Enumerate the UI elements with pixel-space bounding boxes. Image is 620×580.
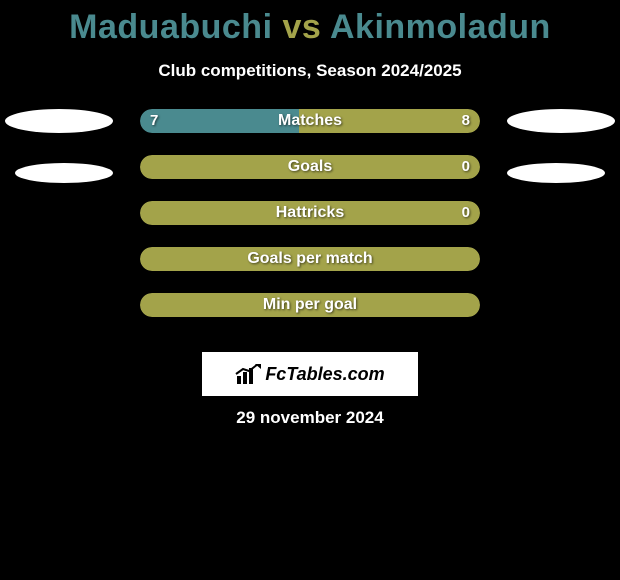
bar-right-value: 8 [462,109,470,133]
page-title: Maduabuchi vs Akinmoladun [0,0,620,47]
bar-label: Goals [140,155,480,179]
bar-row-hattricks: Hattricks 0 [140,201,480,225]
bar-label: Matches [140,109,480,133]
bar-label: Goals per match [140,247,480,271]
logo-box: FcTables.com [202,352,418,396]
bar-row-goals: Goals 0 [140,155,480,179]
player2-avatar-top [507,109,615,133]
bar-row-goals-per-match: Goals per match [140,247,480,271]
chart-icon [235,364,261,384]
bar-right-value: 0 [462,201,470,225]
comparison-infographic: Maduabuchi vs Akinmoladun Club competiti… [0,0,620,580]
bar-label: Min per goal [140,293,480,317]
player1-avatar-bottom [15,163,113,183]
player1-avatar-top [5,109,113,133]
player2-avatar-bottom [507,163,605,183]
bar-right-value: 0 [462,155,470,179]
logo: FcTables.com [235,364,384,385]
bars-container: 7 Matches 8 Goals 0 Hattricks 0 Goals pe… [140,109,480,339]
vs-separator: vs [282,8,321,46]
player2-name: Akinmoladun [330,8,551,46]
bar-row-matches: 7 Matches 8 [140,109,480,133]
logo-text: FcTables.com [265,364,384,385]
bar-label: Hattricks [140,201,480,225]
player1-name: Maduabuchi [69,8,272,46]
subtitle: Club competitions, Season 2024/2025 [0,61,620,81]
date-text: 29 november 2024 [0,408,620,428]
chart-area: 7 Matches 8 Goals 0 Hattricks 0 Goals pe… [0,109,620,339]
bar-row-min-per-goal: Min per goal [140,293,480,317]
